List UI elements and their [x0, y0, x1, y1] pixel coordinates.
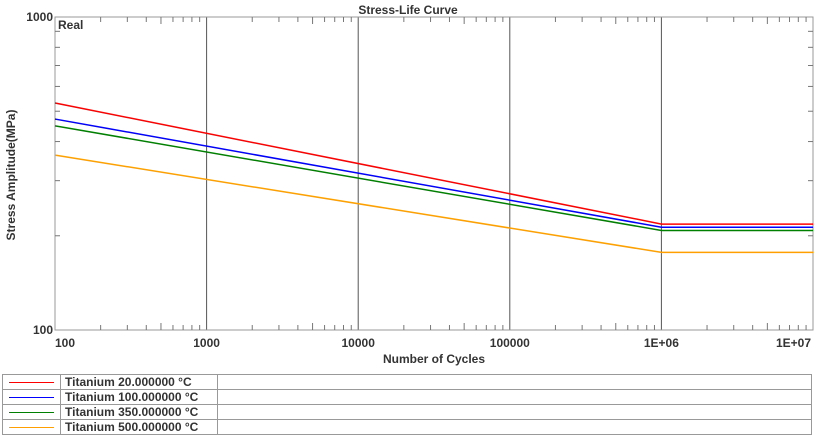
legend-swatch	[2, 404, 61, 420]
series-line-2	[54, 125, 813, 232]
legend-item[interactable]: Titanium 500.000000 °C	[2, 419, 812, 435]
legend: Titanium 20.000000 °C Titanium 100.000000…	[2, 374, 812, 435]
legend-empty-cell	[217, 389, 812, 405]
y-tick-label: 1000	[26, 10, 53, 24]
legend-swatch	[2, 389, 61, 405]
x-axis-label: Number of Cycles	[383, 352, 485, 366]
legend-label: Titanium 100.000000 °C	[60, 389, 218, 405]
series-line-0	[54, 102, 813, 225]
x-tick-label: 100000	[490, 336, 530, 350]
x-tick-label: 100	[55, 336, 75, 350]
legend-swatch	[2, 419, 61, 435]
chart-title: Stress-Life Curve	[358, 3, 458, 17]
plot-area	[54, 16, 814, 331]
x-tick-label: 1E+07	[776, 336, 811, 350]
y-tick-label: 100	[33, 323, 53, 337]
series-line-3	[54, 154, 813, 254]
legend-empty-cell	[217, 374, 812, 390]
legend-label: Titanium 350.000000 °C	[60, 404, 218, 420]
legend-item[interactable]: Titanium 100.000000 °C	[2, 389, 812, 405]
legend-label: Titanium 500.000000 °C	[60, 419, 218, 435]
series-line-1	[54, 118, 813, 228]
legend-item[interactable]: Titanium 350.000000 °C	[2, 404, 812, 420]
legend-swatch	[2, 374, 61, 390]
annotation-real: Real	[58, 18, 83, 32]
stress-life-chart: Stress-Life Curve Stress Amplitude(MPa) …	[4, 3, 814, 366]
y-axis-label: Stress Amplitude(MPa)	[4, 110, 18, 241]
x-tick-label: 1E+06	[644, 336, 679, 350]
x-tick-label: 1000	[193, 336, 220, 350]
legend-empty-cell	[217, 419, 812, 435]
legend-item[interactable]: Titanium 20.000000 °C	[2, 374, 812, 390]
x-tick-label: 10000	[342, 336, 376, 350]
legend-empty-cell	[217, 404, 812, 420]
legend-label: Titanium 20.000000 °C	[60, 374, 218, 390]
